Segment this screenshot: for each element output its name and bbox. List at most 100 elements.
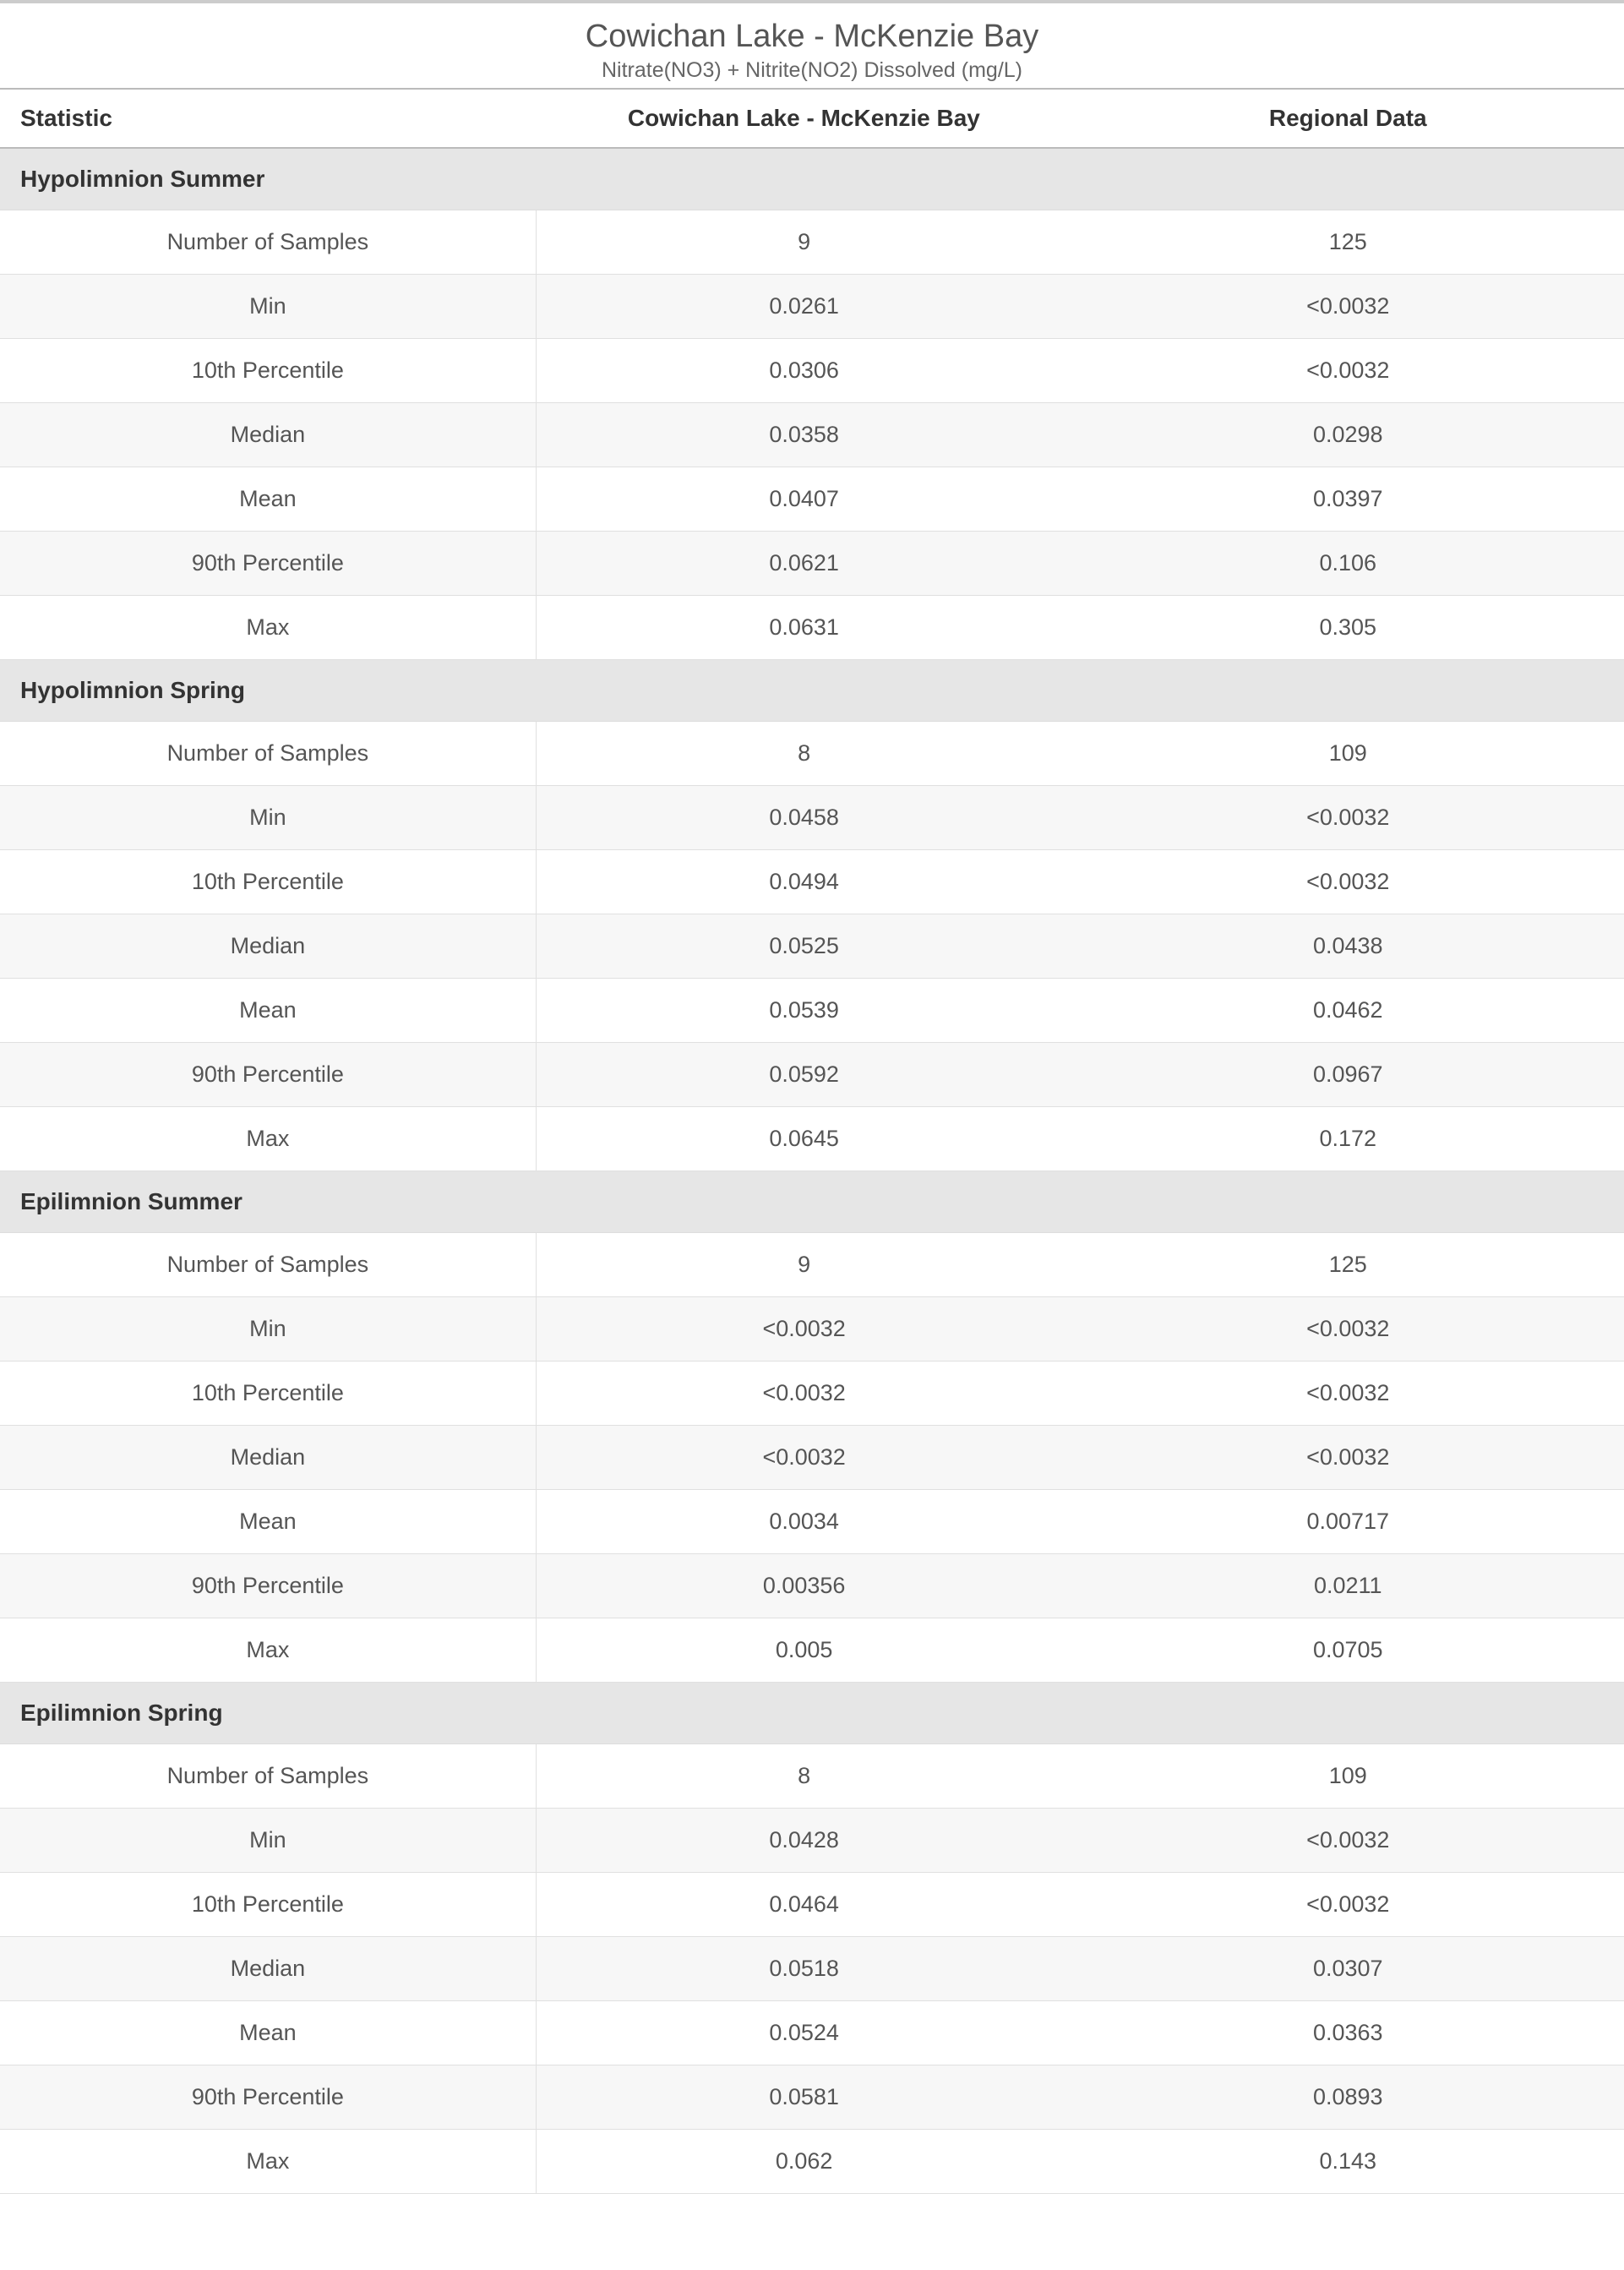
regional-value: <0.0032 xyxy=(1072,275,1624,339)
statistic-label: Max xyxy=(0,1107,536,1171)
statistic-label: Median xyxy=(0,1426,536,1490)
site-value: 9 xyxy=(536,1233,1071,1297)
column-header-statistic: Statistic xyxy=(0,89,536,148)
site-value: 0.0494 xyxy=(536,850,1071,914)
table-row: Max0.06450.172 xyxy=(0,1107,1624,1171)
table-header-row: Statistic Cowichan Lake - McKenzie Bay R… xyxy=(0,89,1624,148)
regional-value: 0.00717 xyxy=(1072,1490,1624,1554)
statistic-label: Mean xyxy=(0,979,536,1043)
site-value: 0.0581 xyxy=(536,2065,1071,2130)
statistic-label: Mean xyxy=(0,2001,536,2065)
regional-value: 0.143 xyxy=(1072,2130,1624,2194)
site-value: 0.0458 xyxy=(536,786,1071,850)
section-header-row: Hypolimnion Spring xyxy=(0,660,1624,722)
regional-value: 0.0893 xyxy=(1072,2065,1624,2130)
title-block: Cowichan Lake - McKenzie Bay Nitrate(NO3… xyxy=(0,3,1624,88)
site-value: <0.0032 xyxy=(536,1297,1071,1361)
regional-value: <0.0032 xyxy=(1072,1361,1624,1426)
statistic-label: 90th Percentile xyxy=(0,1043,536,1107)
table-row: 10th Percentile<0.0032<0.0032 xyxy=(0,1361,1624,1426)
table-row: Min0.0428<0.0032 xyxy=(0,1809,1624,1873)
regional-value: <0.0032 xyxy=(1072,786,1624,850)
column-header-site: Cowichan Lake - McKenzie Bay xyxy=(536,89,1071,148)
table-row: 90th Percentile0.05920.0967 xyxy=(0,1043,1624,1107)
regional-value: 0.0705 xyxy=(1072,1618,1624,1683)
regional-value: 0.0967 xyxy=(1072,1043,1624,1107)
column-header-regional: Regional Data xyxy=(1072,89,1624,148)
site-value: 0.0464 xyxy=(536,1873,1071,1937)
statistic-label: Median xyxy=(0,403,536,467)
statistic-label: 10th Percentile xyxy=(0,850,536,914)
statistic-label: 90th Percentile xyxy=(0,532,536,596)
table-row: Max0.06310.305 xyxy=(0,596,1624,660)
site-value: 0.0524 xyxy=(536,2001,1071,2065)
statistic-label: Min xyxy=(0,275,536,339)
page-title: Cowichan Lake - McKenzie Bay xyxy=(0,19,1624,55)
site-value: 8 xyxy=(536,1744,1071,1809)
site-value: 0.0621 xyxy=(536,532,1071,596)
regional-value: 0.0438 xyxy=(1072,914,1624,979)
section-header-row: Epilimnion Summer xyxy=(0,1171,1624,1233)
site-value: 0.062 xyxy=(536,2130,1071,2194)
statistics-table: Statistic Cowichan Lake - McKenzie Bay R… xyxy=(0,88,1624,2194)
statistic-label: Median xyxy=(0,1937,536,2001)
statistic-label: Median xyxy=(0,914,536,979)
regional-value: 125 xyxy=(1072,1233,1624,1297)
table-row: Median0.05180.0307 xyxy=(0,1937,1624,2001)
section-title: Hypolimnion Summer xyxy=(0,148,1624,210)
statistic-label: Number of Samples xyxy=(0,722,536,786)
statistic-label: Number of Samples xyxy=(0,210,536,275)
site-value: 0.0428 xyxy=(536,1809,1071,1873)
site-value: 0.0592 xyxy=(536,1043,1071,1107)
table-row: Number of Samples9125 xyxy=(0,1233,1624,1297)
site-value: 0.0306 xyxy=(536,339,1071,403)
site-value: 0.0407 xyxy=(536,467,1071,532)
site-value: 0.00356 xyxy=(536,1554,1071,1618)
regional-value: 0.0397 xyxy=(1072,467,1624,532)
regional-value: 0.106 xyxy=(1072,532,1624,596)
regional-value: 0.0298 xyxy=(1072,403,1624,467)
table-row: 10th Percentile0.0464<0.0032 xyxy=(0,1873,1624,1937)
table-row: 10th Percentile0.0306<0.0032 xyxy=(0,339,1624,403)
table-row: Min0.0261<0.0032 xyxy=(0,275,1624,339)
table-row: Number of Samples8109 xyxy=(0,1744,1624,1809)
site-value: 0.0261 xyxy=(536,275,1071,339)
site-value: <0.0032 xyxy=(536,1361,1071,1426)
regional-value: <0.0032 xyxy=(1072,1809,1624,1873)
regional-value: 0.305 xyxy=(1072,596,1624,660)
site-value: 0.0518 xyxy=(536,1937,1071,2001)
statistic-label: 10th Percentile xyxy=(0,1361,536,1426)
section-header-row: Epilimnion Spring xyxy=(0,1683,1624,1744)
site-value: <0.0032 xyxy=(536,1426,1071,1490)
site-value: 0.0631 xyxy=(536,596,1071,660)
statistic-label: Min xyxy=(0,1297,536,1361)
site-value: 0.005 xyxy=(536,1618,1071,1683)
site-value: 0.0525 xyxy=(536,914,1071,979)
regional-value: 0.0307 xyxy=(1072,1937,1624,2001)
site-value: 9 xyxy=(536,210,1071,275)
table-row: Max0.0620.143 xyxy=(0,2130,1624,2194)
page-subtitle: Nitrate(NO3) + Nitrite(NO2) Dissolved (m… xyxy=(0,58,1624,83)
statistic-label: Number of Samples xyxy=(0,1233,536,1297)
section-header-row: Hypolimnion Summer xyxy=(0,148,1624,210)
statistic-label: Max xyxy=(0,2130,536,2194)
table-row: Mean0.05390.0462 xyxy=(0,979,1624,1043)
regional-value: 0.172 xyxy=(1072,1107,1624,1171)
statistic-label: Min xyxy=(0,786,536,850)
site-value: 0.0539 xyxy=(536,979,1071,1043)
statistic-label: 10th Percentile xyxy=(0,1873,536,1937)
table-row: Mean0.04070.0397 xyxy=(0,467,1624,532)
statistic-label: 90th Percentile xyxy=(0,2065,536,2130)
site-value: 8 xyxy=(536,722,1071,786)
statistic-label: Min xyxy=(0,1809,536,1873)
table-row: Mean0.05240.0363 xyxy=(0,2001,1624,2065)
regional-value: 0.0211 xyxy=(1072,1554,1624,1618)
site-value: 0.0645 xyxy=(536,1107,1071,1171)
report-container: Cowichan Lake - McKenzie Bay Nitrate(NO3… xyxy=(0,0,1624,2194)
table-row: Number of Samples9125 xyxy=(0,210,1624,275)
regional-value: 125 xyxy=(1072,210,1624,275)
table-row: Mean0.00340.00717 xyxy=(0,1490,1624,1554)
section-title: Epilimnion Spring xyxy=(0,1683,1624,1744)
regional-value: 0.0363 xyxy=(1072,2001,1624,2065)
regional-value: <0.0032 xyxy=(1072,339,1624,403)
